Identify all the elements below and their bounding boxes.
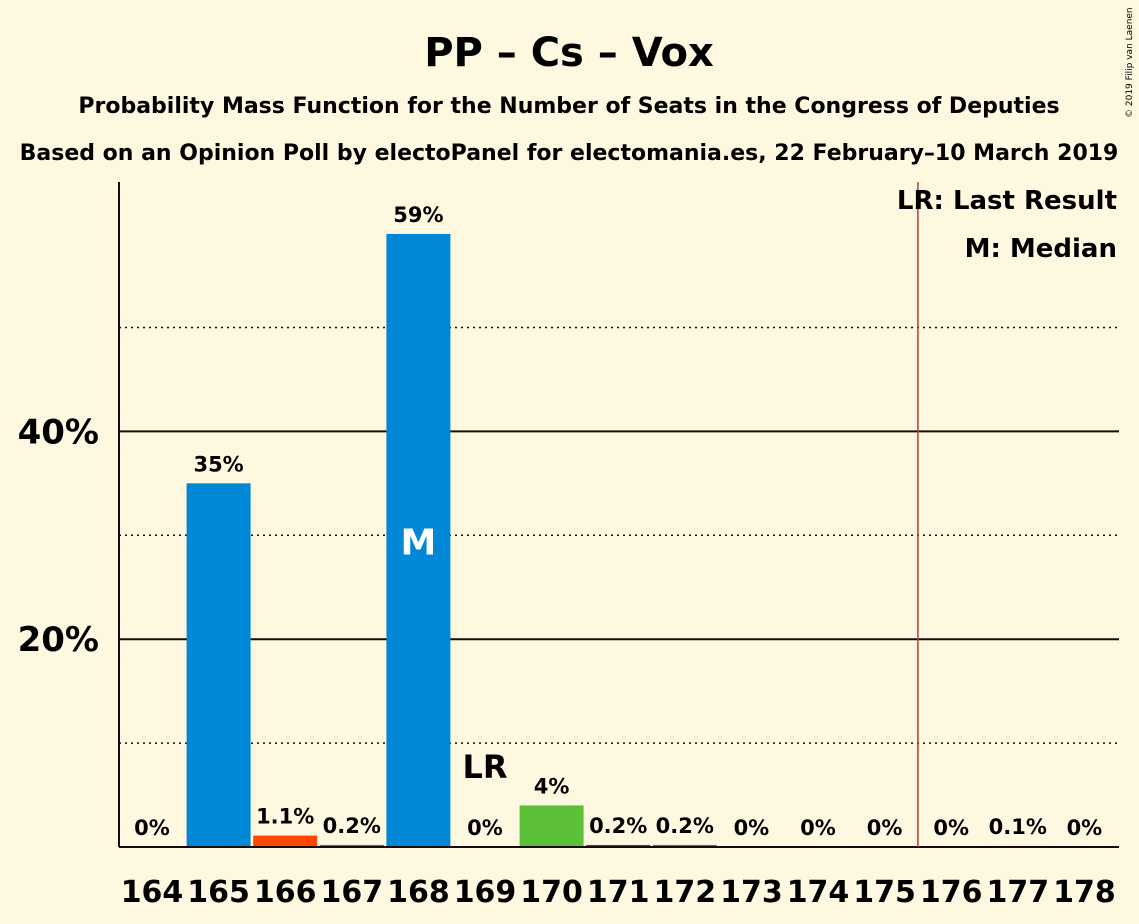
bar-171 — [586, 844, 651, 847]
x-tick-label-168: 168 — [387, 875, 450, 910]
value-label-176: 0% — [933, 816, 969, 840]
value-label-172: 0.2% — [656, 814, 714, 838]
legend-last-result: LR: Last Result — [897, 186, 1117, 216]
bar-170 — [519, 805, 584, 847]
gridlines — [119, 326, 1119, 744]
value-labels: 0% 35% 1.1% 0.2% 59% 0% 4% 0.2% 0.2% 0% 0% 0% 0% 0.1%… — [134, 203, 1102, 840]
bar-172 — [652, 844, 717, 847]
bar-167 — [319, 844, 384, 847]
bars — [186, 233, 1050, 848]
value-label-168: 59% — [393, 203, 443, 227]
value-label-166: 1.1% — [256, 805, 314, 829]
x-tick-label-171: 171 — [587, 875, 650, 910]
x-tick-label-172: 172 — [653, 875, 716, 910]
x-tick-label-165: 165 — [187, 875, 250, 910]
x-tick-label-174: 174 — [787, 875, 850, 910]
legend-median: M: Median — [965, 234, 1117, 264]
x-tick-label-173: 173 — [720, 875, 783, 910]
value-label-178: 0% — [1067, 816, 1103, 840]
y-tick-label: 40% — [18, 412, 99, 452]
x-tick-label-175: 175 — [853, 875, 916, 910]
markers: M LR — [400, 182, 919, 847]
y-axis: 20% 40% — [18, 182, 120, 847]
value-label-174: 0% — [800, 816, 836, 840]
last-result-marker: LR — [462, 748, 507, 786]
bar-168 — [386, 233, 451, 847]
chart-title: PP – Cs – Vox — [424, 30, 714, 76]
chart-subtitle-source: Based on an Opinion Poll by electoPanel … — [20, 141, 1119, 166]
x-tick-label-166: 166 — [254, 875, 317, 910]
x-tick-label-167: 167 — [320, 875, 383, 910]
value-label-170: 4% — [534, 774, 570, 798]
chart-subtitle: Probability Mass Function for the Number… — [78, 94, 1059, 119]
x-tick-label-169: 169 — [454, 875, 517, 910]
value-label-164: 0% — [134, 816, 170, 840]
value-label-173: 0% — [734, 816, 770, 840]
y-tick-label: 20% — [18, 620, 99, 660]
value-label-169: 0% — [467, 816, 503, 840]
x-tick-label-164: 164 — [121, 875, 184, 910]
x-tick-label-170: 170 — [520, 875, 583, 910]
value-label-175: 0% — [867, 816, 903, 840]
value-label-171: 0.2% — [589, 814, 647, 838]
x-axis: 164 165 166 167 168 169 170 171 172 173 174 175 176 1… — [119, 846, 1119, 910]
x-tick-label-176: 176 — [920, 875, 983, 910]
x-tick-label-178: 178 — [1053, 875, 1116, 910]
bar-166 — [253, 835, 318, 847]
copyright-note: © 2019 Filip van Laenen — [1125, 7, 1135, 118]
value-label-167: 0.2% — [323, 814, 381, 838]
bar-165 — [186, 483, 251, 847]
x-tick-label-177: 177 — [986, 875, 1049, 910]
value-label-165: 35% — [193, 452, 243, 476]
median-marker: M — [400, 522, 436, 563]
value-label-177: 0.1% — [989, 815, 1047, 839]
